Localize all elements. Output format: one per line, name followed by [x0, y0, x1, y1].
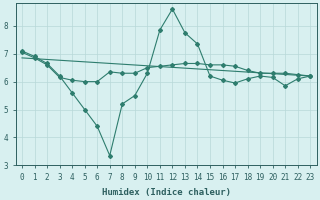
X-axis label: Humidex (Indice chaleur): Humidex (Indice chaleur) [102, 188, 231, 197]
